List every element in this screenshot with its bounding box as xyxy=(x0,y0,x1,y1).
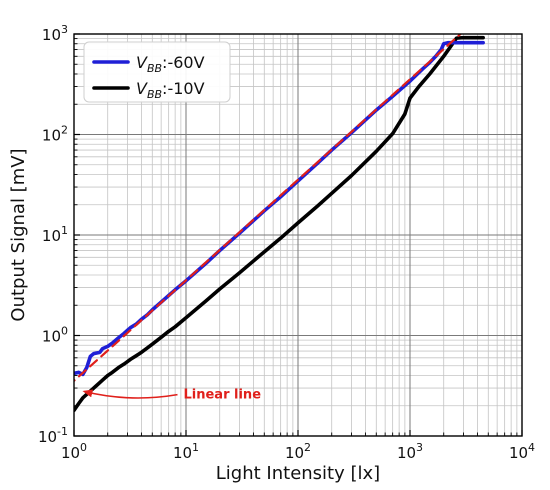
x-tick-label: 100 xyxy=(61,441,87,462)
annotation: Linear line xyxy=(82,388,262,403)
series-vbb-10v-line xyxy=(74,35,485,413)
x-tick-label: 101 xyxy=(173,441,199,462)
data-series xyxy=(74,34,485,413)
y-tick-label: 100 xyxy=(42,325,68,346)
legend-label: VBB:-60V xyxy=(136,53,205,75)
y-axis-label: Output Signal [mV] xyxy=(8,148,29,321)
y-tick-label: 101 xyxy=(42,224,68,245)
y-tick-label: 103 xyxy=(42,23,68,44)
y-tick-label: 10-1 xyxy=(38,425,68,446)
y-tick-label: 102 xyxy=(42,124,68,145)
x-tick-label: 104 xyxy=(509,441,535,462)
legend: VBB:-60V VBB:-10V xyxy=(83,41,231,103)
linear-line-dashed xyxy=(74,34,463,383)
x-axis-label: Light Intensity [lx] xyxy=(216,463,380,484)
legend-label: VBB:-10V xyxy=(136,79,205,101)
annotation-label: Linear line xyxy=(184,388,262,403)
x-tick-label: 102 xyxy=(285,441,311,462)
x-tick-label: 103 xyxy=(397,441,423,462)
annotation-arrow xyxy=(82,389,178,399)
